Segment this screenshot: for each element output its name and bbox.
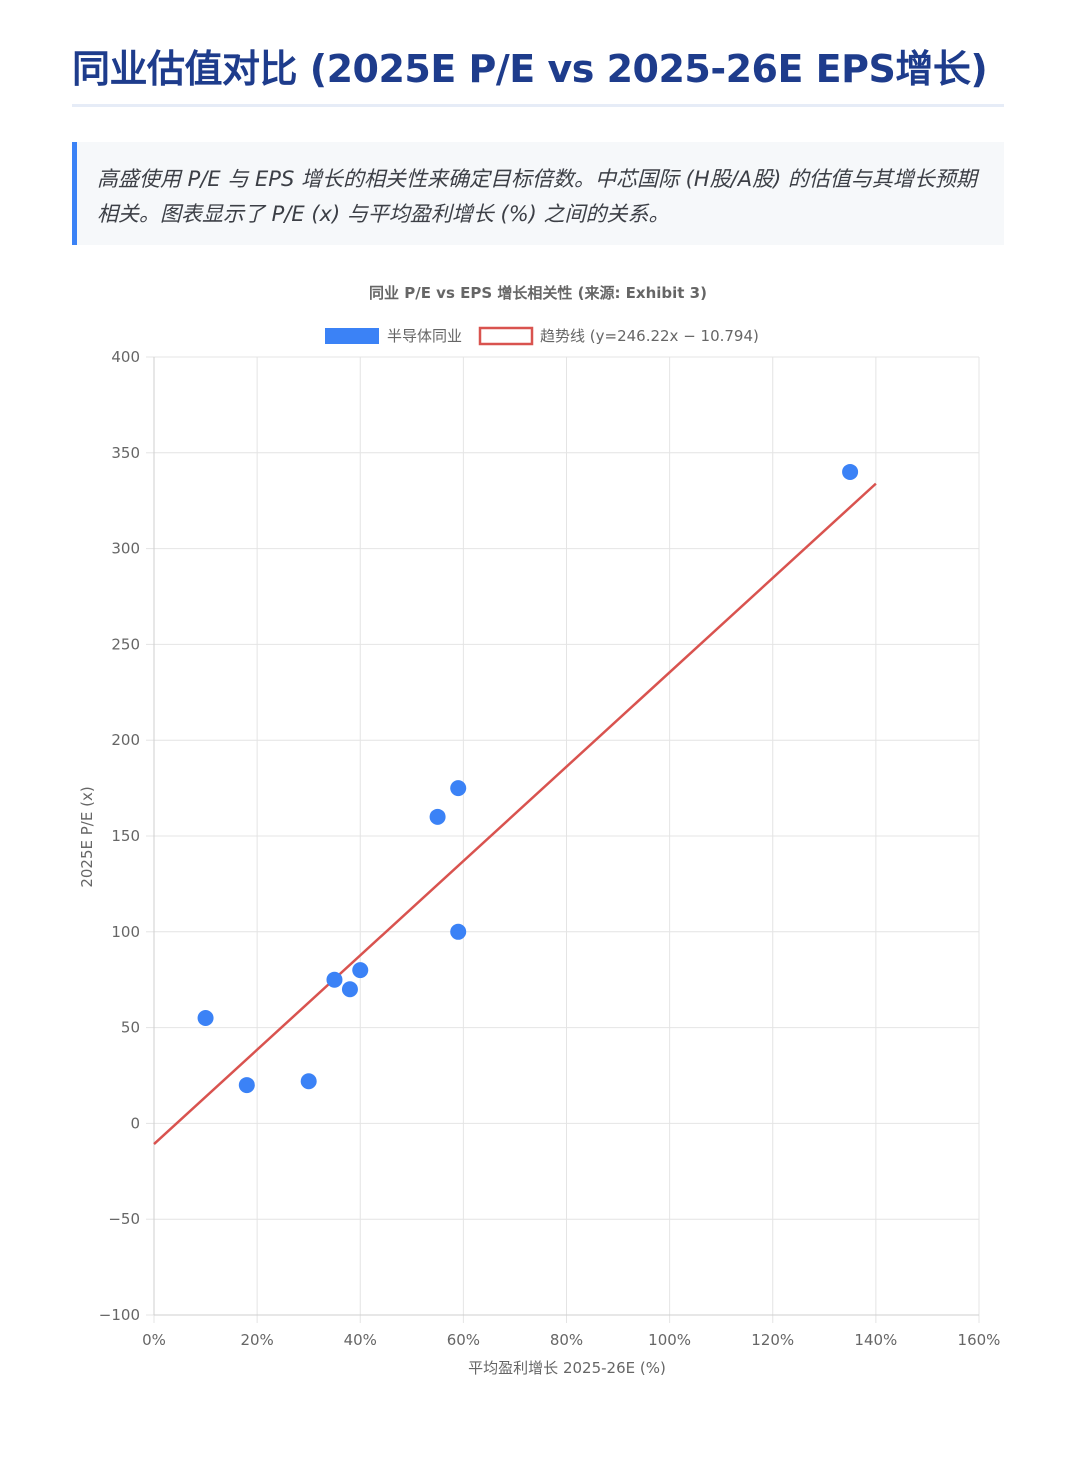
grid <box>146 356 980 1323</box>
y-tick-label: 250 <box>111 635 140 653</box>
data-point <box>429 808 446 825</box>
x-axis-label: 平均盈利增长 2025-26E (%) <box>468 1359 666 1377</box>
y-tick-label: 150 <box>111 827 140 845</box>
x-tick-label: 20% <box>240 1331 273 1349</box>
title-divider <box>72 104 1004 107</box>
x-tick-label: 120% <box>751 1331 794 1349</box>
trendline <box>153 482 877 1146</box>
chart-title: 同业 P/E vs EPS 增长相关性 (来源: Exhibit 3) <box>369 284 707 302</box>
data-point <box>450 780 467 797</box>
data-point <box>238 1077 255 1094</box>
x-tick-label: 60% <box>447 1331 480 1349</box>
x-tick-label: 100% <box>648 1331 691 1349</box>
legend-label-trendline: 趋势线 (y=246.22x − 10.794) <box>540 327 759 345</box>
y-tick-label: 0 <box>130 1114 140 1132</box>
y-tick-label: −100 <box>99 1306 140 1324</box>
page-title: 同业估值对比 (2025E P/E vs 2025-26E EPS增长) <box>72 47 988 91</box>
x-tick-label: 0% <box>142 1331 166 1349</box>
y-tick-label: 350 <box>111 444 140 462</box>
data-points <box>197 463 859 1094</box>
y-tick-label: 400 <box>111 348 140 366</box>
trendline-layer <box>153 482 877 1146</box>
legend-label-peers: 半导体同业 <box>387 327 462 345</box>
data-point <box>842 463 859 480</box>
y-axis-label: 2025E P/E (x) <box>78 786 96 887</box>
x-tick-label: 40% <box>344 1331 377 1349</box>
legend-item-trendline[interactable]: 趋势线 (y=246.22x − 10.794) <box>478 326 759 346</box>
scatter-chart: 同业 P/E vs EPS 增长相关性 (来源: Exhibit 3) 半导体同… <box>78 284 1000 1377</box>
data-point <box>450 923 467 940</box>
legend-item-peers[interactable]: 半导体同业 <box>325 327 462 345</box>
x-axis-ticks: 0% 20% 40% 60% 80% 100% 120% 140% 160% <box>142 1331 1000 1349</box>
data-point <box>300 1073 317 1090</box>
y-tick-label: 100 <box>111 923 140 941</box>
y-tick-label: 200 <box>111 731 140 749</box>
x-tick-label: 80% <box>550 1331 583 1349</box>
legend-swatch-trendline <box>478 326 534 346</box>
y-tick-label: 300 <box>111 540 140 558</box>
legend-swatch-peers <box>325 328 379 344</box>
legend: 半导体同业 趋势线 (y=246.22x − 10.794) <box>325 326 759 346</box>
data-point <box>326 971 343 988</box>
y-axis-ticks: 400 350 300 250 200 150 100 50 0 −50 −100 <box>99 348 140 1324</box>
x-tick-label: 160% <box>958 1331 1001 1349</box>
data-point <box>197 1010 214 1027</box>
chart-container: 同业 P/E vs EPS 增长相关性 (来源: Exhibit 3) 半导体同… <box>0 262 1080 1402</box>
y-tick-label: 50 <box>121 1019 140 1037</box>
data-point <box>341 981 358 998</box>
description-callout: 高盛使用 P/E 与 EPS 增长的相关性来确定目标倍数。中芯国际 (H股/A股… <box>72 142 1004 245</box>
x-tick-label: 140% <box>854 1331 897 1349</box>
data-point <box>352 962 369 979</box>
y-tick-label: −50 <box>108 1210 140 1228</box>
